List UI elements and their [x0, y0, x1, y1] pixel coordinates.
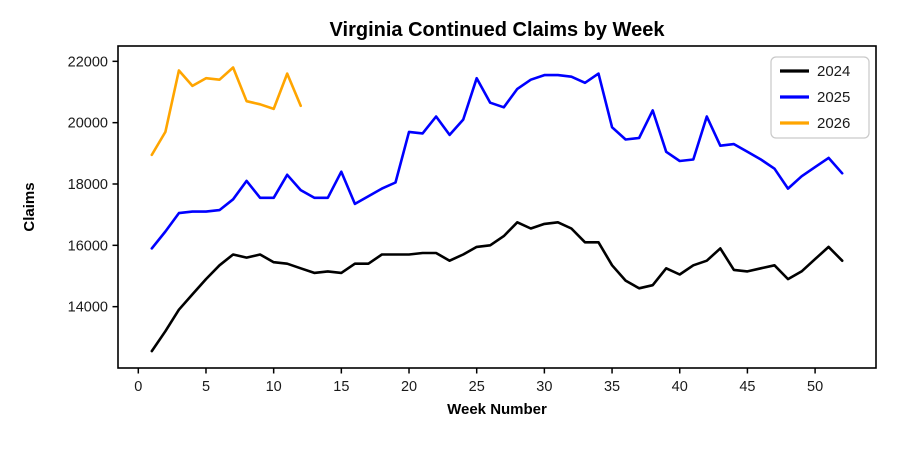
legend: 2024 2025 2026 [770, 56, 870, 139]
x-tick-label: 45 [739, 379, 755, 395]
x-tick-label: 50 [807, 379, 823, 395]
series-lines [150, 66, 844, 353]
chart-title: Virginia Continued Claims by Week [330, 19, 666, 41]
y-tick-label: 18000 [68, 177, 108, 193]
x-tick-label: 30 [536, 379, 552, 395]
x-tick-label: 5 [202, 379, 210, 395]
x-tick-label: 35 [604, 379, 620, 395]
y-tick-label: 20000 [68, 116, 108, 132]
y-tick-label: 16000 [68, 238, 108, 254]
series-line-2025 [150, 72, 844, 250]
series-line-2024 [150, 221, 844, 353]
legend-label-2026: 2026 [817, 115, 850, 132]
x-tick-label: 20 [401, 379, 417, 395]
y-tick-label: 14000 [68, 300, 108, 316]
axis-ticks: 0 5 10 15 20 25 30 35 40 45 50 14000 16000 18000 20000… [68, 54, 823, 395]
x-tick-label: 0 [134, 379, 142, 395]
y-tick-label: 22000 [68, 54, 108, 70]
legend-box [770, 56, 870, 139]
legend-label-2025: 2025 [817, 89, 850, 106]
x-tick-label: 15 [333, 379, 349, 395]
plot-frame [117, 45, 877, 369]
x-tick-label: 40 [672, 379, 688, 395]
series-line-2026 [150, 66, 303, 157]
x-axis-label: Week Number [447, 401, 547, 418]
x-tick-label: 25 [469, 379, 485, 395]
legend-label-2024: 2024 [817, 63, 850, 80]
y-axis-label: Claims [21, 182, 38, 231]
x-tick-label: 10 [266, 379, 282, 395]
